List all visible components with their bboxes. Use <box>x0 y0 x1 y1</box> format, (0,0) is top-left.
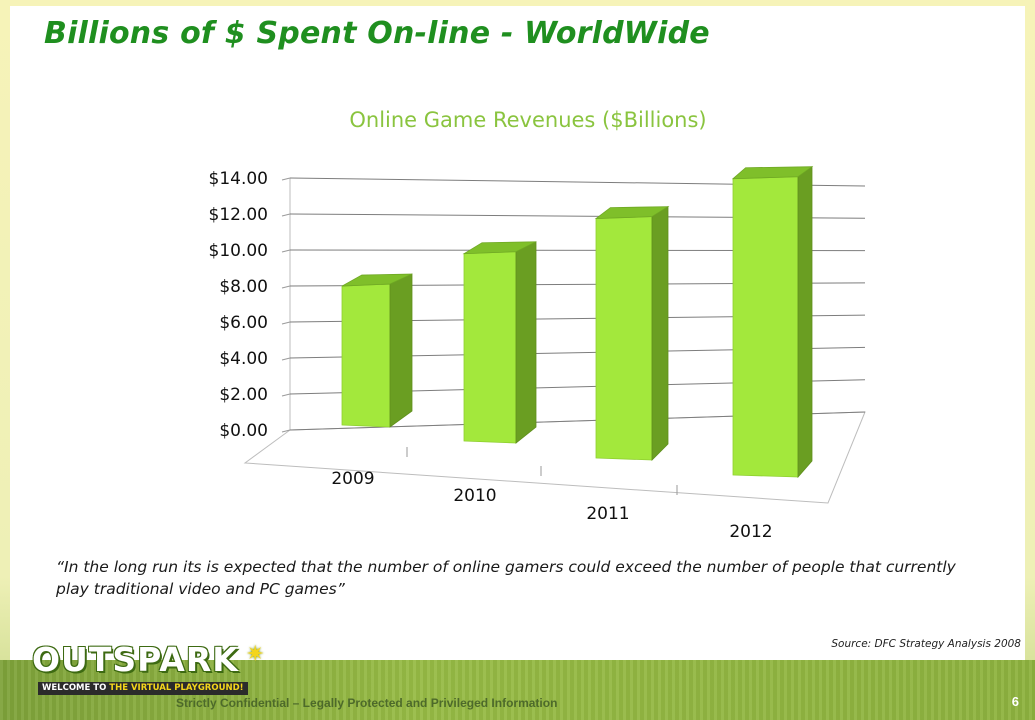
bar-side-face <box>651 205 669 461</box>
y-tick-label: $4.00 <box>219 349 268 369</box>
tick-mark <box>281 357 291 361</box>
tick-mark <box>281 249 291 253</box>
bar-side-face <box>515 241 537 444</box>
logo-tagline: WELCOME TO THE VIRTUAL PLAYGROUND! <box>38 682 248 695</box>
tick-mark <box>281 177 291 181</box>
tagline-highlight: THE VIRTUAL PLAYGROUND! <box>109 683 244 693</box>
bar-top-face <box>731 166 814 180</box>
x-category-label: 2009 <box>331 469 374 489</box>
slide-title: Billions of $ Spent On-line - WorldWide <box>44 16 710 51</box>
bar-top-face <box>462 241 537 255</box>
bar-top-face <box>594 206 670 220</box>
bar-front-face <box>341 283 391 428</box>
tick-mark <box>281 213 291 217</box>
tick-mark <box>281 429 291 433</box>
outspark-logo: OUTSPARK ✷ WELCOME TO THE VIRTUAL PLAYGR… <box>30 636 265 696</box>
x-category-label: 2010 <box>453 486 496 506</box>
bar-2010 <box>462 241 537 444</box>
bar-2011 <box>594 205 670 461</box>
bar-front-face <box>463 251 517 444</box>
quote-text: “In the long run its is expected that th… <box>56 558 956 598</box>
tick-mark <box>281 321 291 325</box>
confidentiality-notice: Strictly Confidential – Legally Protecte… <box>176 696 558 710</box>
y-tick-label: $14.00 <box>209 169 268 189</box>
tagline-prefix: WELCOME TO <box>42 683 110 693</box>
bar-front-face <box>732 176 799 478</box>
bar-top-face <box>341 273 413 287</box>
y-tick-label: $6.00 <box>219 313 268 333</box>
x-axis-categories: 2009 2010 2011 2012 <box>331 469 772 542</box>
x-category-label: 2011 <box>586 504 629 524</box>
y-tick-label: $8.00 <box>219 277 268 297</box>
spark-star-icon: ✷ <box>246 642 265 667</box>
logo-wordmark: OUTSPARK <box>32 640 239 679</box>
source-note: Source: DFC Strategy Analysis 2008 <box>831 638 1021 650</box>
bar-side-face <box>797 165 813 479</box>
bar-2012 <box>731 165 814 479</box>
bar-side-face <box>389 273 413 428</box>
chart-title: Online Game Revenues ($Billions) <box>349 108 706 132</box>
y-tick-label: $10.00 <box>209 241 268 261</box>
bar-front-face <box>595 216 653 461</box>
y-tick-label: $0.00 <box>219 421 268 441</box>
bars <box>341 165 814 479</box>
y-axis-ticks: $0.00 $2.00 $4.00 $6.00 $8.00 $10.00 $12.00 $14… <box>209 169 268 441</box>
page-number: 6 <box>1011 694 1019 709</box>
bar-2009 <box>341 273 413 428</box>
y-tick-label: $12.00 <box>209 205 268 225</box>
x-category-label: 2012 <box>729 522 772 542</box>
y-tick-label: $2.00 <box>219 385 268 405</box>
tick-mark <box>281 393 291 397</box>
tick-mark <box>281 285 291 289</box>
